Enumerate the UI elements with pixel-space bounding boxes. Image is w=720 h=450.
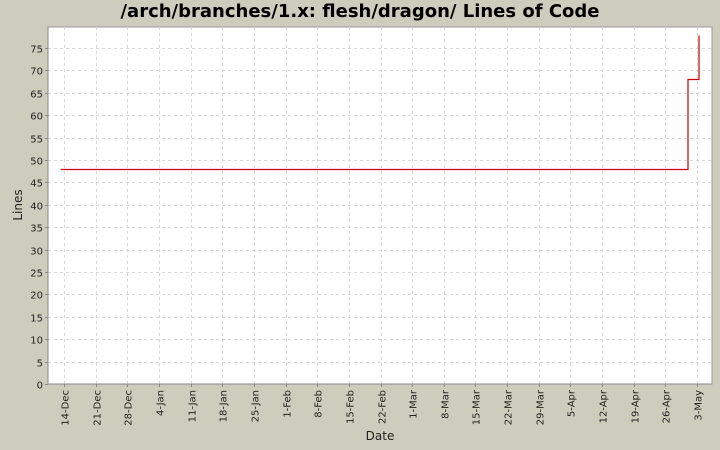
x-tick-label: 15-Feb — [346, 390, 357, 424]
y-tick-label: 20 — [30, 291, 43, 302]
y-tick-label: 5 — [37, 359, 43, 370]
gridlines — [48, 27, 712, 384]
x-tick-label: 1-Mar — [409, 389, 420, 419]
x-tick-label: 21-Dec — [93, 390, 104, 426]
chart-title: /arch/branches/1.x: flesh/dragon/ Lines … — [120, 1, 600, 22]
x-tick-label: 22-Mar — [504, 389, 515, 425]
x-tick-label: 12-Apr — [599, 389, 610, 423]
y-tick-label: 25 — [30, 269, 43, 280]
lines-of-code-series — [61, 35, 700, 171]
x-tick-label: 22-Feb — [378, 390, 389, 424]
x-axis-label: Date — [366, 429, 395, 443]
y-tick-label: 10 — [30, 336, 43, 347]
y-tick-label: 70 — [30, 67, 43, 78]
x-tick-label: 3-May — [694, 390, 705, 421]
x-tick-label: 8-Feb — [314, 390, 325, 418]
y-tick-label: 40 — [30, 202, 43, 213]
x-tick-label: 28-Dec — [124, 390, 135, 426]
x-tick-label: 1-Feb — [283, 390, 294, 418]
y-axis-label: Lines — [11, 189, 25, 220]
x-tick-label: 15-Mar — [472, 389, 483, 425]
x-tick-label: 18-Jan — [219, 390, 230, 422]
x-tick-label: 8-Mar — [441, 389, 452, 419]
x-tick-label: 26-Apr — [662, 389, 673, 423]
x-tick-label: 5-Apr — [567, 389, 578, 417]
y-tick-label: 55 — [30, 135, 43, 146]
y-tick-label: 75 — [30, 45, 43, 56]
y-tick-label: 35 — [30, 224, 43, 235]
x-tick-label: 14-Dec — [61, 390, 72, 426]
x-tick-label: 4-Jan — [156, 390, 167, 416]
y-tick-label: 65 — [30, 90, 43, 101]
x-tick-label: 25-Jan — [251, 390, 262, 422]
x-tick-label: 11-Jan — [188, 390, 199, 422]
x-tick-label: 29-Mar — [536, 389, 547, 425]
y-tick-label: 0 — [37, 381, 43, 392]
y-tick-label: 45 — [30, 179, 43, 190]
y-tick-label: 50 — [30, 157, 43, 168]
x-tick-label: 19-Apr — [631, 389, 642, 423]
y-tick-label: 15 — [30, 314, 43, 325]
y-axis: 0 5 10 15 20 25 30 35 40 45 50 55 60 65 70 75 — [30, 27, 49, 392]
x-axis: 14-Dec 21-Dec 28-Dec 4-Jan 11-Jan 18-Jan 25-Ja… — [48, 383, 712, 426]
y-tick-label: 60 — [30, 112, 43, 123]
y-tick-label: 30 — [30, 247, 43, 258]
